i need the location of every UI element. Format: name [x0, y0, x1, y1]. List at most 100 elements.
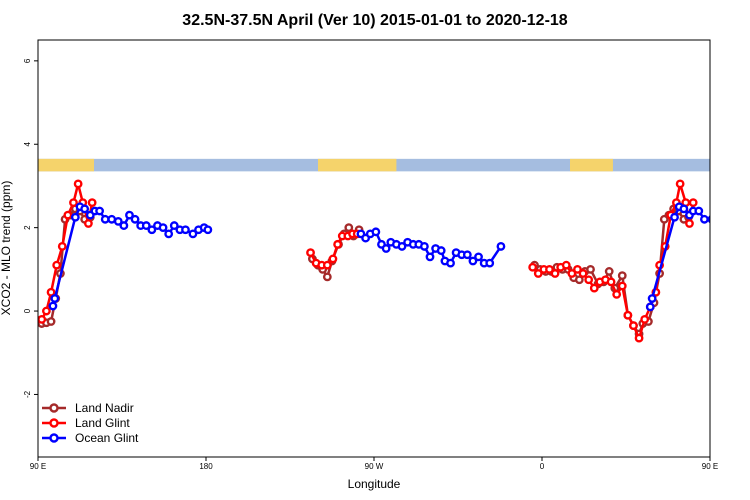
data-point-ocean-glint — [647, 304, 653, 310]
data-point-land-glint — [85, 220, 91, 226]
data-point-land-glint — [59, 243, 65, 249]
data-point-land-glint — [677, 181, 683, 187]
y-tick-label: -2 — [23, 390, 32, 398]
data-point-land-glint — [585, 277, 591, 283]
data-point-ocean-glint — [383, 245, 389, 251]
y-tick-label: 6 — [23, 58, 32, 63]
data-point-land-glint — [591, 285, 597, 291]
data-point-ocean-glint — [464, 252, 470, 258]
data-point-land-glint — [641, 316, 647, 322]
data-point-ocean-glint — [714, 218, 720, 224]
legend-item-land-nadir: Land Nadir — [42, 401, 134, 415]
data-point-land-glint — [334, 241, 340, 247]
data-point-land-glint — [619, 283, 625, 289]
strip-land-segment — [318, 159, 396, 172]
legend-label: Land Glint — [75, 416, 130, 430]
x-tick-label: 90 E — [702, 462, 718, 471]
data-point-ocean-glint — [96, 208, 102, 214]
data-point-land-glint — [563, 262, 569, 268]
data-point-land-glint — [65, 212, 71, 218]
x-tick-label: 0 — [540, 462, 545, 471]
series-line-ocean-glint — [53, 207, 208, 306]
data-point-ocean-glint — [121, 222, 127, 228]
data-point-land-glint — [43, 308, 49, 314]
legend-label: Land Nadir — [75, 401, 134, 415]
data-point-ocean-glint — [160, 224, 166, 230]
data-point-land-glint — [552, 270, 558, 276]
chart-title: 32.5N-37.5N April (Ver 10) 2015-01-01 to… — [182, 12, 568, 29]
data-point-land-glint — [630, 322, 636, 328]
data-point-ocean-glint — [182, 227, 188, 233]
data-point-ocean-glint — [649, 295, 655, 301]
data-point-land-glint — [690, 199, 696, 205]
y-tick-label: 0 — [23, 308, 32, 313]
data-point-land-glint — [529, 264, 535, 270]
y-tick-label: 4 — [23, 141, 32, 146]
land-ocean-strip — [38, 159, 750, 172]
x-tick-label: 90 E — [30, 462, 46, 471]
data-point-ocean-glint — [475, 254, 481, 260]
data-point-land-nadir — [619, 272, 625, 278]
data-point-ocean-glint — [427, 254, 433, 260]
data-point-land-glint — [53, 262, 59, 268]
data-point-ocean-glint — [498, 243, 504, 249]
data-point-land-glint — [625, 312, 631, 318]
data-point-land-glint — [75, 181, 81, 187]
legend-item-ocean-glint: Ocean Glint — [42, 431, 139, 445]
data-point-land-nadir — [587, 266, 593, 272]
data-point-land-nadir — [606, 268, 612, 274]
legend-swatch-marker — [51, 405, 58, 412]
series-land-glint — [39, 181, 697, 342]
data-point-ocean-glint — [373, 229, 379, 235]
data-point-ocean-glint — [421, 243, 427, 249]
data-point-land-nadir — [324, 274, 330, 280]
data-point-ocean-glint — [81, 206, 87, 212]
data-point-ocean-glint — [132, 216, 138, 222]
data-point-ocean-glint — [72, 214, 78, 220]
legend-swatch-marker — [51, 435, 58, 442]
data-point-land-glint — [608, 279, 614, 285]
plot-frame — [38, 40, 710, 457]
data-point-ocean-glint — [731, 216, 737, 222]
strip-land-segment — [570, 159, 613, 172]
data-point-ocean-glint — [671, 214, 677, 220]
data-point-ocean-glint — [701, 216, 707, 222]
y-axis: -2 0 2 4 6 — [23, 58, 38, 398]
data-point-ocean-glint — [438, 247, 444, 253]
x-axis-label: Longitude — [348, 477, 401, 491]
data-point-land-glint — [39, 316, 45, 322]
x-tick-label: 180 — [199, 462, 213, 471]
data-point-ocean-glint — [205, 227, 211, 233]
series-layer — [39, 181, 738, 342]
data-point-land-glint — [330, 256, 336, 262]
data-point-land-glint — [307, 249, 313, 255]
x-axis: 90 E 180 90 W 0 90 E — [30, 457, 718, 471]
data-point-ocean-glint — [487, 260, 493, 266]
data-point-land-glint — [686, 220, 692, 226]
data-point-ocean-glint — [720, 222, 726, 228]
x-tick-label: 90 W — [365, 462, 384, 471]
y-axis-label: XCO2 - MLO trend (ppm) — [0, 181, 13, 316]
data-point-land-nadir — [48, 318, 54, 324]
data-point-ocean-glint — [447, 260, 453, 266]
data-point-land-glint — [89, 199, 95, 205]
series-ocean-glint — [50, 204, 738, 310]
legend-label: Ocean Glint — [75, 431, 139, 445]
data-point-ocean-glint — [681, 206, 687, 212]
legend-swatch-marker — [51, 420, 58, 427]
strip-land-segment — [38, 159, 94, 172]
data-point-ocean-glint — [165, 231, 171, 237]
data-point-land-glint — [613, 291, 619, 297]
data-point-ocean-glint — [725, 212, 731, 218]
data-point-land-glint — [324, 262, 330, 268]
data-point-ocean-glint — [696, 208, 702, 214]
series-line-land-glint — [533, 184, 694, 338]
data-point-land-glint — [636, 335, 642, 341]
strip-land-segment — [732, 159, 750, 172]
legend-item-land-glint: Land Glint — [42, 416, 130, 430]
data-point-ocean-glint — [50, 303, 56, 309]
data-point-land-glint — [70, 199, 76, 205]
y-tick-label: 2 — [23, 225, 32, 230]
